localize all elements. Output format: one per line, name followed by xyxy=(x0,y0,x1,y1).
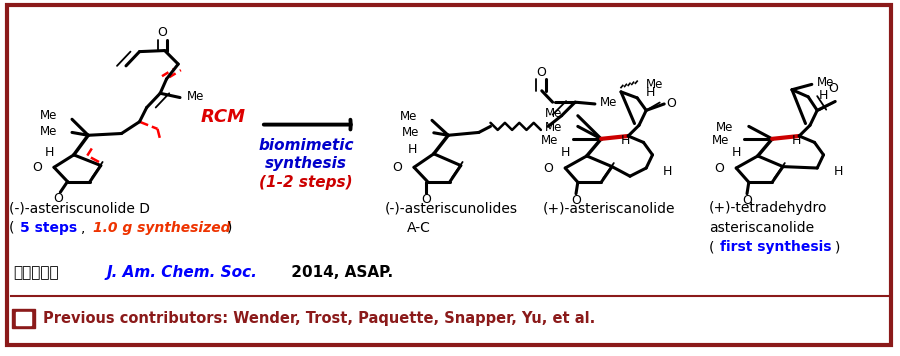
Text: O: O xyxy=(54,192,63,205)
Text: (1-2 steps): (1-2 steps) xyxy=(259,175,353,190)
Text: Me: Me xyxy=(545,107,562,120)
Text: first synthesis: first synthesis xyxy=(720,240,832,255)
Text: Me: Me xyxy=(187,90,204,103)
Text: Me: Me xyxy=(545,121,562,134)
Text: O: O xyxy=(536,66,545,79)
Text: Me: Me xyxy=(402,126,419,139)
Text: 5 steps: 5 steps xyxy=(20,221,76,235)
Text: H: H xyxy=(409,143,418,156)
Text: O: O xyxy=(715,162,724,174)
Text: RCM: RCM xyxy=(201,109,246,126)
Text: O: O xyxy=(421,193,430,206)
Text: H: H xyxy=(562,146,571,159)
Text: O: O xyxy=(392,161,402,174)
Text: 李闫创等，: 李闫创等， xyxy=(14,265,59,280)
Text: 1.0 g synthesized: 1.0 g synthesized xyxy=(93,221,230,235)
Text: Me: Me xyxy=(400,110,418,123)
Text: J. Am. Chem. Soc.: J. Am. Chem. Soc. xyxy=(106,265,257,280)
FancyBboxPatch shape xyxy=(16,312,31,325)
Text: A-C: A-C xyxy=(407,221,431,235)
Text: ,: , xyxy=(81,221,90,235)
Text: H: H xyxy=(646,86,655,99)
Text: ): ) xyxy=(835,240,841,255)
Text: Me: Me xyxy=(541,134,558,147)
Text: ): ) xyxy=(227,221,232,235)
Text: Previous contributors: Wender, Trost, Paquette, Snapper, Yu, et al.: Previous contributors: Wender, Trost, Pa… xyxy=(43,311,596,326)
Text: synthesis: synthesis xyxy=(265,156,347,171)
Text: Me: Me xyxy=(716,121,734,134)
Text: O: O xyxy=(32,161,42,174)
Text: H: H xyxy=(733,146,742,159)
Text: (+)-tetradehydro: (+)-tetradehydro xyxy=(709,201,828,215)
Text: H: H xyxy=(819,89,828,101)
Text: H: H xyxy=(621,134,630,147)
Text: (-)-asteriscunolides: (-)-asteriscunolides xyxy=(385,201,518,215)
Text: (: ( xyxy=(709,240,715,255)
Text: O: O xyxy=(829,83,838,95)
Text: O: O xyxy=(667,97,676,110)
Text: O: O xyxy=(544,162,554,174)
Text: Me: Me xyxy=(646,78,663,91)
Text: (: ( xyxy=(9,221,14,235)
Text: 2014, ASAP.: 2014, ASAP. xyxy=(286,265,393,280)
Text: (+)-asteriscanolide: (+)-asteriscanolide xyxy=(543,201,675,215)
Text: asteriscanolide: asteriscanolide xyxy=(709,221,814,235)
Text: H: H xyxy=(833,165,842,178)
Text: O: O xyxy=(742,194,752,206)
Text: H: H xyxy=(662,165,671,178)
Text: Me: Me xyxy=(600,96,617,109)
Text: O: O xyxy=(158,26,166,38)
Text: biomimetic: biomimetic xyxy=(258,138,354,153)
FancyBboxPatch shape xyxy=(12,309,35,328)
Text: O: O xyxy=(572,194,580,206)
Text: Me: Me xyxy=(40,125,58,138)
FancyBboxPatch shape xyxy=(7,5,891,345)
Text: Me: Me xyxy=(712,134,729,147)
Text: H: H xyxy=(792,134,801,147)
Text: Me: Me xyxy=(40,109,58,122)
Text: Me: Me xyxy=(817,76,834,89)
Text: (-)-asteriscunolide D: (-)-asteriscunolide D xyxy=(9,201,150,215)
Text: H: H xyxy=(45,146,54,158)
